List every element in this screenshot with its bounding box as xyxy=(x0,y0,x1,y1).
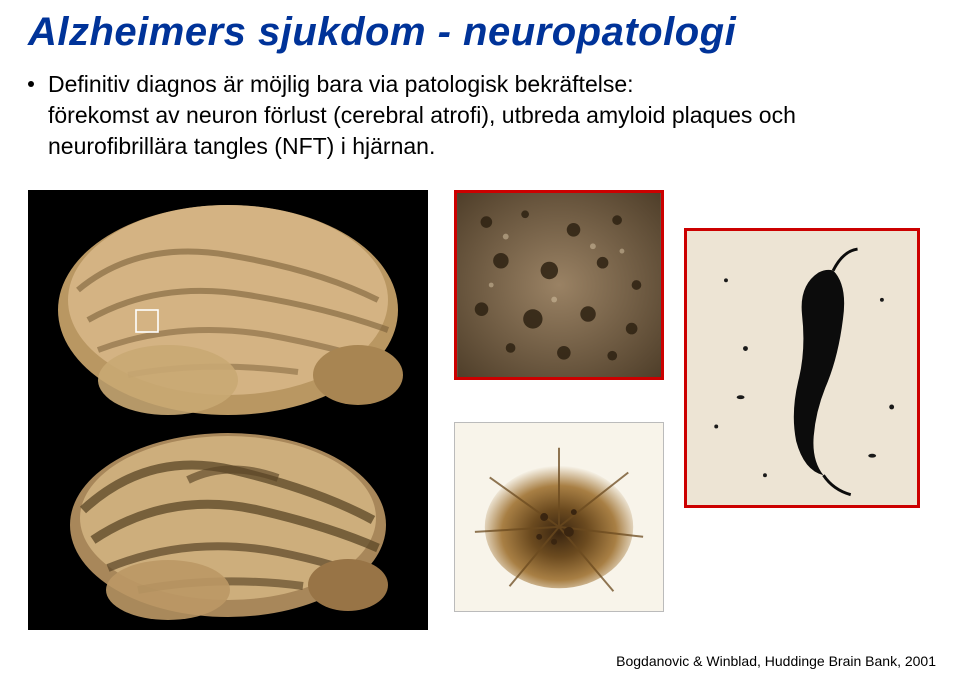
bullet-line-3: neurofibrillära tangles (NFT) i hjärnan. xyxy=(48,133,435,159)
bullet-list: Definitiv diagnos är möjlig bara via pat… xyxy=(0,55,960,162)
bullet-text: Definitiv diagnos är möjlig bara via pat… xyxy=(48,69,796,162)
citation-text: Bogdanovic & Winblad, Huddinge Brain Ban… xyxy=(616,653,936,669)
bullet-line-2: förekomst av neuron förlust (cerebral at… xyxy=(48,102,796,128)
bullet-line-1: Definitiv diagnos är möjlig bara via pat… xyxy=(48,71,634,97)
image-brains-comparison xyxy=(28,190,428,630)
image-amyloid-plaques-low-mag xyxy=(454,190,664,380)
image-neurofibrillary-tangle xyxy=(684,228,920,508)
bullet-marker xyxy=(28,81,34,87)
image-amyloid-plaque-high-mag xyxy=(454,422,664,612)
images-area xyxy=(0,190,960,660)
slide-title: Alzheimers sjukdom - neuropatologi xyxy=(0,0,960,55)
